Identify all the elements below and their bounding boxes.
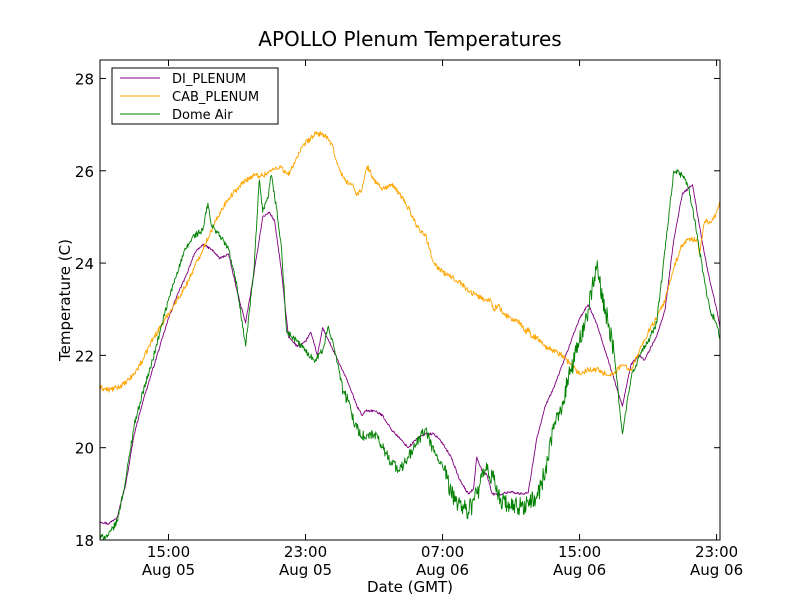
y-tick-label: 20 xyxy=(75,440,94,458)
y-tick-label: 18 xyxy=(75,532,94,550)
y-tick-label: 24 xyxy=(75,255,94,273)
x-tick-label-time: 23:00 xyxy=(695,543,738,561)
series-line-di-plenum xyxy=(99,184,721,525)
series-line-dome-air xyxy=(99,169,721,541)
x-tick-label-time: 23:00 xyxy=(284,543,327,561)
x-tick-label-time: 07:00 xyxy=(421,543,464,561)
series-layer xyxy=(99,131,721,541)
chart-title: APOLLO Plenum Temperatures xyxy=(258,27,561,51)
series-line-cab-plenum xyxy=(99,131,721,393)
x-axis-label: Date (GMT) xyxy=(367,578,453,596)
x-tick-label-date: Aug 06 xyxy=(416,561,469,579)
legend-label: CAB_PLENUM xyxy=(172,90,259,105)
x-tick-label-date: Aug 06 xyxy=(553,561,606,579)
x-tick-label-time: 15:00 xyxy=(147,543,190,561)
y-tick-label: 22 xyxy=(75,347,94,365)
x-tick-label-date: Aug 06 xyxy=(690,561,743,579)
legend-label: DI_PLENUM xyxy=(172,72,246,87)
plot-area-frame xyxy=(99,59,721,541)
y-tick-label: 28 xyxy=(75,70,94,88)
y-axis-label: Temperature (C) xyxy=(56,239,74,362)
x-tick-label-date: Aug 05 xyxy=(142,561,195,579)
y-tick-label: 26 xyxy=(75,163,94,181)
legend-label: Dome Air xyxy=(172,108,233,123)
x-tick-label-time: 15:00 xyxy=(558,543,601,561)
legend: DI_PLENUM CAB_PLENUM Dome Air xyxy=(111,67,279,125)
x-tick-label-date: Aug 05 xyxy=(279,561,332,579)
